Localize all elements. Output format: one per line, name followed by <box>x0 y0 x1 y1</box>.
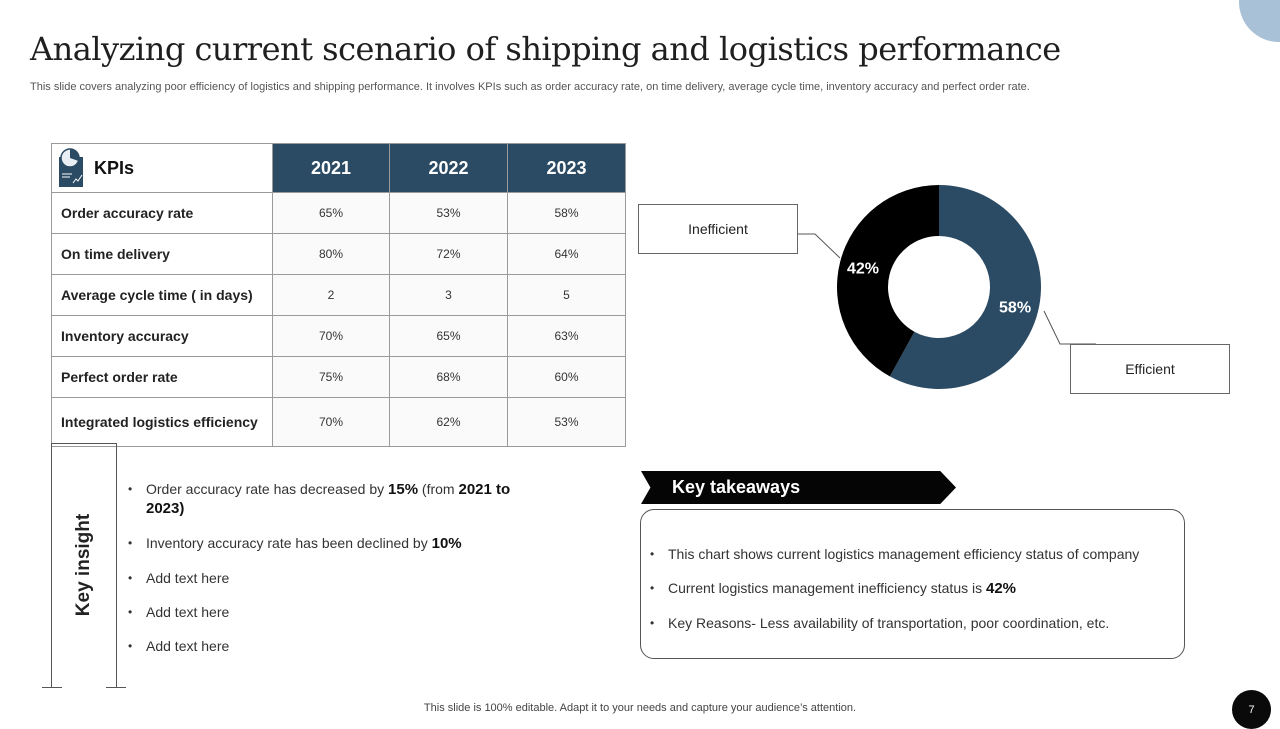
kpi-value: 62% <box>389 397 508 447</box>
key-takeaways-list: This chart shows current logistics manag… <box>650 545 1180 648</box>
kpi-row-label: Average cycle time ( in days) <box>51 274 273 316</box>
kpi-value: 63% <box>507 315 626 357</box>
insight-highlight: 2021 to 2023) <box>146 481 511 517</box>
frame-foot <box>106 687 126 688</box>
year-header: 2022 <box>389 143 508 193</box>
list-item: Key Reasons- Less availability of transp… <box>650 614 1180 632</box>
list-item: This chart shows current logistics manag… <box>650 545 1180 563</box>
takeaway-highlight: 42% <box>986 580 1017 597</box>
kpi-value: 5 <box>507 274 626 316</box>
insight-text: Inventory accuracy rate has been decline… <box>146 535 432 551</box>
list-item: Current logistics management inefficienc… <box>650 579 1180 598</box>
page-title: Analyzing current scenario of shipping a… <box>30 30 1061 68</box>
table-header-row: KPIs 2021 2022 2023 <box>51 143 626 193</box>
footer-note: This slide is 100% editable. Adapt it to… <box>423 702 857 714</box>
kpi-header-label: KPIs <box>94 157 135 178</box>
table-row: Integrated logistics efficiency 70% 62% … <box>51 397 626 447</box>
table-row: Perfect order rate 75% 68% 60% <box>51 356 626 398</box>
kpi-value: 70% <box>272 315 390 357</box>
list-item: Add text here <box>128 637 548 655</box>
inefficient-callout: Inefficient <box>638 204 798 254</box>
kpi-row-label: On time delivery <box>51 233 273 275</box>
donut-slice-inefficient <box>836 185 939 377</box>
efficient-leader-line <box>1043 310 1096 345</box>
table-row: Order accuracy rate 65% 53% 58% <box>51 192 626 234</box>
list-item: Add text here <box>128 569 548 587</box>
donut-label-inefficient: 42% <box>847 260 879 277</box>
kpi-value: 53% <box>507 397 626 447</box>
kpi-value: 65% <box>272 192 390 234</box>
kpi-value: 65% <box>389 315 508 357</box>
kpi-row-label: Order accuracy rate <box>51 192 273 234</box>
takeaway-text: Current logistics management inefficienc… <box>668 580 986 596</box>
table-row: On time delivery 80% 72% 64% <box>51 233 626 275</box>
kpi-value: 2 <box>272 274 390 316</box>
chart-report-icon <box>59 148 83 187</box>
corner-decoration <box>1239 0 1280 42</box>
insight-text: Order accuracy rate has decreased by <box>146 481 389 497</box>
kpi-row-label: Integrated logistics efficiency <box>51 397 273 447</box>
key-insight-list: Order accuracy rate has decreased by 15%… <box>128 480 548 671</box>
kpi-value: 53% <box>389 192 508 234</box>
kpi-value: 68% <box>389 356 508 398</box>
kpi-table: KPIs 2021 2022 2023 Order accuracy rate … <box>51 143 626 447</box>
insight-text: (from <box>418 481 459 497</box>
kpi-row-label: Perfect order rate <box>51 356 273 398</box>
inefficient-leader-line <box>796 233 841 259</box>
kpi-value: 64% <box>507 233 626 275</box>
donut-slice-efficient <box>889 185 1041 390</box>
table-row: Inventory accuracy 70% 65% 63% <box>51 315 626 357</box>
key-takeaways-box <box>640 509 1185 659</box>
kpi-value: 70% <box>272 397 390 447</box>
donut-label-efficient: 58% <box>999 300 1031 317</box>
kpi-row-label: Inventory accuracy <box>51 315 273 357</box>
list-item: Add text here <box>128 603 548 621</box>
key-insight-frame <box>51 443 117 687</box>
insight-highlight: 10% <box>431 535 462 552</box>
kpi-value: 80% <box>272 233 390 275</box>
kpi-value: 58% <box>507 192 626 234</box>
table-row: Average cycle time ( in days) 2 3 5 <box>51 274 626 316</box>
kpi-value: 72% <box>389 233 508 275</box>
key-insight-label: Key insight <box>73 513 94 617</box>
year-header: 2023 <box>507 143 626 193</box>
page-subtitle: This slide covers analyzing poor efficie… <box>30 81 1030 93</box>
list-item: Order accuracy rate has decreased by 15%… <box>128 480 548 518</box>
key-takeaways-banner: Key takeaways <box>641 471 956 504</box>
frame-foot <box>42 687 62 688</box>
page-number: 7 <box>1232 690 1271 729</box>
list-item: Inventory accuracy rate has been decline… <box>128 534 548 553</box>
insight-highlight: 15% <box>388 481 419 498</box>
kpi-header-cell: KPIs <box>51 143 273 193</box>
kpi-value: 75% <box>272 356 390 398</box>
efficient-callout: Efficient <box>1070 344 1230 394</box>
kpi-value: 3 <box>389 274 508 316</box>
kpi-value: 60% <box>507 356 626 398</box>
year-header: 2021 <box>272 143 390 193</box>
